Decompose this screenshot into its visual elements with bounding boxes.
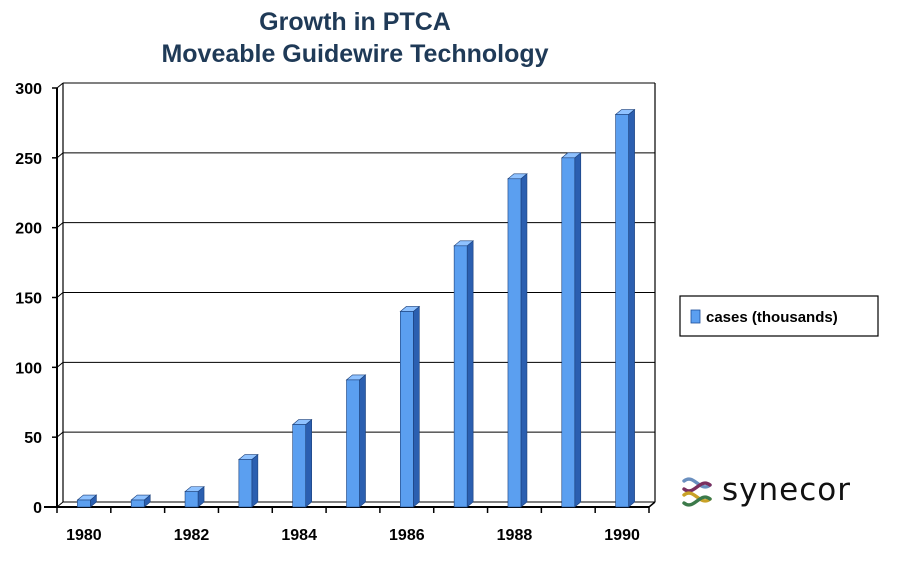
bar: [345, 374, 367, 508]
bar-front: [507, 178, 522, 508]
bar: [614, 108, 636, 508]
synecor-logo-text: synecor: [722, 472, 851, 508]
bar-front: [561, 157, 576, 508]
y-tick-label: 200: [15, 221, 42, 238]
floor-edge: [648, 501, 656, 508]
bar: [76, 494, 98, 508]
bar: [130, 494, 152, 508]
bar-side: [359, 374, 366, 508]
y-tick-label: 150: [15, 291, 42, 308]
bar-front: [292, 424, 306, 508]
y-tick-label: 0: [33, 500, 42, 517]
bar: [184, 485, 205, 508]
x-tick-label: 1986: [389, 527, 425, 544]
bar: [453, 240, 474, 508]
x-tick-label: 1982: [174, 527, 210, 544]
bar: [291, 418, 313, 508]
y-tick-label: 50: [24, 430, 42, 447]
synecor-logo-mark: [682, 477, 712, 507]
bar: [238, 453, 259, 508]
chart-title: Growth in PTCA: [259, 8, 451, 36]
bar-side: [413, 305, 420, 508]
x-tick-label: 1984: [281, 527, 317, 544]
bar-front: [615, 114, 629, 508]
bar-front: [77, 499, 91, 508]
bar-front: [130, 499, 145, 508]
synecor-logo: synecor: [682, 472, 851, 508]
legend: cases (thousands): [679, 295, 879, 337]
y-tick-label: 250: [15, 151, 42, 168]
x-tick-label: 1980: [66, 527, 102, 544]
bar-front: [400, 311, 414, 508]
bar: [507, 173, 528, 508]
bar-side: [466, 240, 474, 508]
x-tick-label: 1988: [497, 527, 533, 544]
bar-side: [628, 108, 635, 508]
gridline-depth: [56, 82, 64, 89]
bar-front: [346, 379, 360, 508]
y-tick-label: 100: [15, 360, 42, 377]
x-axis: 1980 1982 1984 1986 1988 1990: [56, 507, 650, 544]
bar-front: [184, 491, 199, 508]
chart-subtitle: Moveable Guidewire Technology: [161, 40, 548, 68]
bar-side: [520, 173, 528, 508]
y-tick-label: 300: [15, 81, 42, 98]
bar-side: [251, 453, 259, 508]
x-tick-label: 1990: [604, 527, 640, 544]
legend-swatch: [690, 309, 701, 324]
bars: [76, 108, 636, 508]
bar-side: [574, 152, 582, 508]
legend-label: cases (thousands): [706, 309, 838, 326]
bar-front: [238, 459, 253, 508]
bar: [560, 152, 582, 508]
y-axis: 0 50 100 150 200 250 300: [15, 81, 42, 517]
bar-front: [453, 245, 468, 508]
bar: [399, 305, 421, 508]
legend-box: [679, 295, 879, 337]
bar-side: [305, 418, 312, 508]
